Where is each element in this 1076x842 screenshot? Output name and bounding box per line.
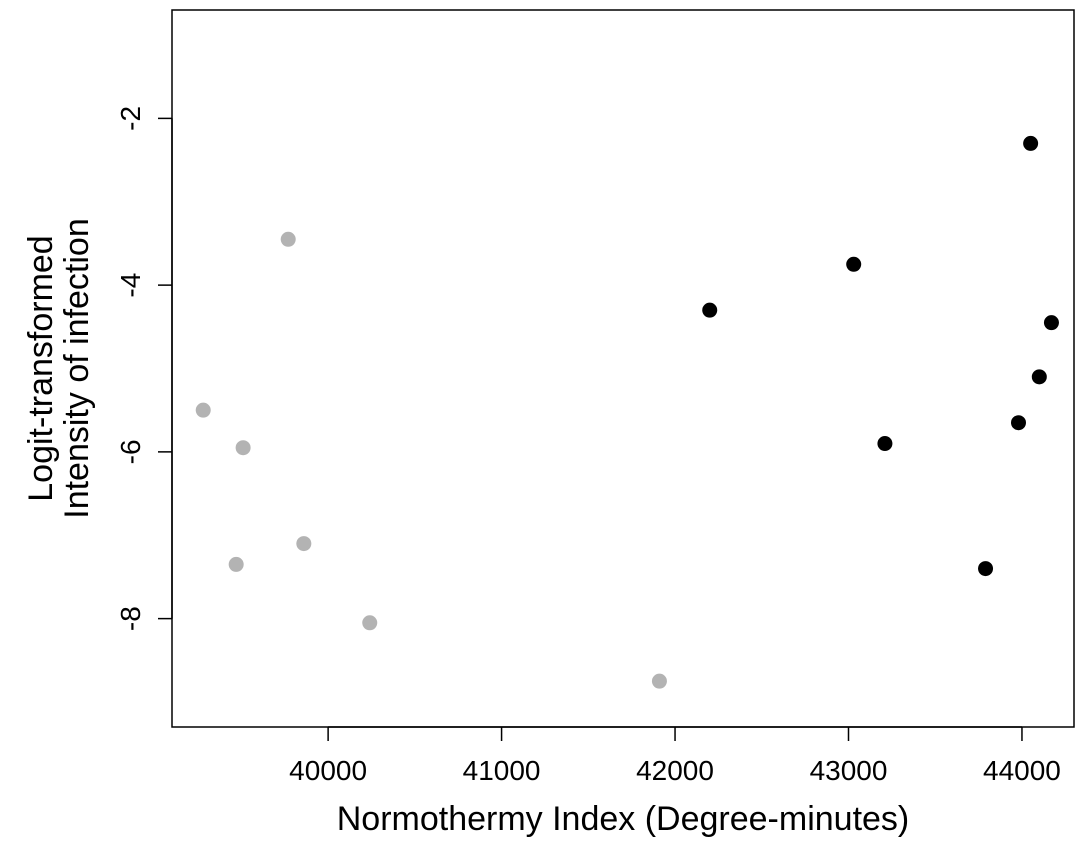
data-point [702, 302, 718, 318]
data-point [362, 615, 378, 631]
data-point [1010, 415, 1026, 431]
x-tick-label: 42000 [636, 755, 714, 786]
data-point [228, 556, 244, 572]
x-tick-label: 41000 [463, 755, 541, 786]
data-point [846, 256, 862, 272]
x-tick-label: 40000 [289, 755, 367, 786]
data-point [1023, 135, 1039, 151]
data-point [978, 561, 994, 577]
data-point [296, 536, 312, 552]
plot-frame [171, 9, 1075, 728]
y-tick-label: -4 [115, 273, 146, 298]
data-point [280, 231, 296, 247]
x-tick-label: 43000 [810, 755, 888, 786]
y-tick-label: -6 [115, 439, 146, 464]
x-axis: 40000 41000 42000 43000 44000 [289, 726, 1061, 786]
data-point [235, 440, 251, 456]
data-point [1043, 315, 1059, 331]
y-tick-label: -8 [115, 606, 146, 631]
y-tick-label: -2 [115, 106, 146, 131]
y-axis: -2 -4 -6 -8 [115, 106, 173, 631]
x-tick-label: 44000 [983, 755, 1061, 786]
y-axis-title: Logit-transformed Intensity of infection [22, 218, 96, 519]
data-point [195, 402, 211, 418]
data-points [195, 135, 1059, 689]
x-axis-title: Normothermy Index (Degree-minutes) [337, 800, 910, 838]
data-point [877, 436, 893, 452]
y-axis-title-line-1: Logit-transformed [22, 235, 60, 501]
y-axis-title-line-2: Intensity of infection [58, 218, 96, 519]
data-point [1031, 369, 1047, 385]
data-point [651, 673, 667, 689]
